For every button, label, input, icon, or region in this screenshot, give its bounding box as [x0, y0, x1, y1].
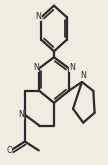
Text: O: O [6, 146, 13, 155]
Text: N: N [33, 63, 39, 72]
Text: N: N [18, 110, 24, 119]
Text: N: N [36, 12, 41, 21]
Text: N: N [80, 71, 86, 80]
Text: N: N [69, 63, 75, 72]
